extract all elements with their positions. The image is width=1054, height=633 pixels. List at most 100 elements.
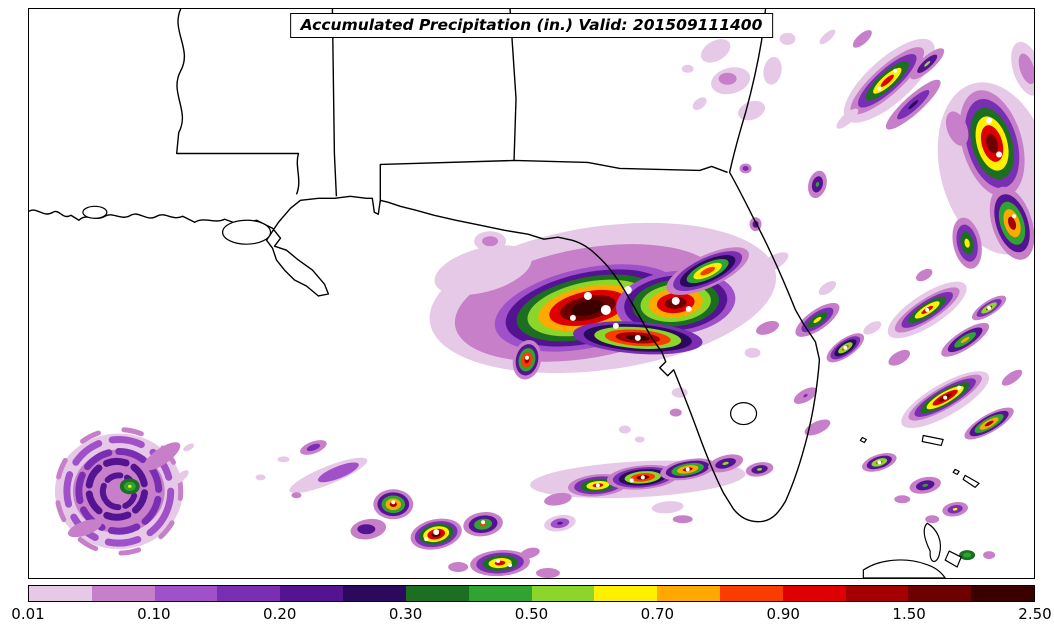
precip-overflow-core xyxy=(893,68,898,73)
precip-cell xyxy=(756,252,789,274)
storm-spiral-band xyxy=(85,457,149,521)
precip-cell xyxy=(618,425,631,434)
precip-cell xyxy=(880,74,894,87)
precip-overflow-core xyxy=(877,460,882,465)
precip-cell xyxy=(291,492,302,499)
colorbar-tick-label: 0.30 xyxy=(388,605,423,623)
precip-cell xyxy=(916,268,933,282)
precip-overflow-core xyxy=(595,483,600,488)
precip-cell xyxy=(434,245,532,295)
precip-overflow-core xyxy=(600,304,611,315)
precip-cell xyxy=(983,551,996,560)
plot-title: Accumulated Precipitation (in.) Valid: 2… xyxy=(289,13,774,38)
precip-cell xyxy=(1001,369,1023,386)
precip-overflow-core xyxy=(612,322,619,329)
precip-overflow-core xyxy=(996,151,1003,158)
precip-cell xyxy=(763,56,782,85)
precip-cell xyxy=(819,29,836,45)
precip-overflow-core xyxy=(1012,214,1017,219)
island-andros xyxy=(923,522,942,562)
island-berry xyxy=(952,468,960,475)
colorbar-tick-label: 2.50 xyxy=(1018,605,1052,623)
precip-cell xyxy=(945,111,969,146)
island-small-bahama xyxy=(944,550,962,568)
map-frame: Accumulated Precipitation (in.) Valid: 2… xyxy=(28,8,1035,579)
precip-cell xyxy=(986,133,998,154)
precip-overflow-core xyxy=(569,314,576,321)
precip-overflow-core xyxy=(987,305,992,310)
precip-cell xyxy=(852,30,872,48)
colorbar-tick-label: 1.50 xyxy=(892,605,926,623)
colorbar-segment-9 xyxy=(594,586,658,601)
storm-spiral-band xyxy=(63,435,175,547)
precip-cell xyxy=(520,547,540,559)
lake-okeechobee xyxy=(730,402,758,426)
colorbar-segment-14 xyxy=(908,586,972,601)
precip-cell xyxy=(634,436,645,443)
precip-cell xyxy=(544,492,572,506)
precip-overflow-core xyxy=(685,467,690,472)
precip-cell xyxy=(757,468,763,471)
precip-cell xyxy=(863,321,882,335)
precip-overflow-core xyxy=(843,345,848,350)
colorbar-segment-12 xyxy=(782,586,846,601)
colorbar-segment-15 xyxy=(971,586,1034,601)
precip-cell xyxy=(672,515,693,524)
precip-cell xyxy=(818,280,837,296)
precip-cell xyxy=(804,419,831,436)
precip-cell xyxy=(738,100,766,121)
precip-cell xyxy=(128,484,132,488)
precip-cell xyxy=(779,32,796,45)
precip-cell xyxy=(700,266,716,276)
fl-north-border xyxy=(379,159,728,203)
colorbar-segment-13 xyxy=(845,586,909,601)
precip-cell xyxy=(671,387,688,398)
precip-cell xyxy=(963,552,972,558)
precip-overflow-core xyxy=(525,355,530,360)
lakes-layer xyxy=(82,205,980,578)
precip-cell xyxy=(357,524,376,535)
precip-overflow-core xyxy=(986,117,993,124)
precip-overflow-core xyxy=(957,385,962,390)
colorbar-segment-0 xyxy=(29,586,92,601)
precip-cell xyxy=(813,316,822,323)
ms-al-border xyxy=(331,9,338,197)
precip-cell xyxy=(744,347,761,358)
precip-cell xyxy=(722,461,729,466)
precip-cell xyxy=(815,181,820,187)
colorbar-segment-6 xyxy=(405,586,469,601)
colorbar-segment-11 xyxy=(719,586,783,601)
precip-overflow-core xyxy=(943,395,948,400)
precip-cell xyxy=(964,238,970,248)
precip-overflow-core xyxy=(629,478,634,483)
precip-cell xyxy=(255,474,266,481)
precip-overflow-core xyxy=(671,296,680,305)
precip-cell xyxy=(681,64,694,73)
colorbar-segment-3 xyxy=(217,586,281,601)
precip-cell xyxy=(692,97,707,111)
precip-cell xyxy=(756,320,779,335)
precip-cell xyxy=(960,336,970,343)
colorbar-tick-label: 0.70 xyxy=(640,605,675,623)
gulf-atlantic-coastline xyxy=(29,9,821,523)
precip-overflow-core xyxy=(391,500,396,505)
colorbar-segment-7 xyxy=(468,586,532,601)
precip-cell xyxy=(651,501,684,514)
al-ga-border xyxy=(509,9,517,161)
geo-layer xyxy=(29,9,821,523)
precip-overflow-core xyxy=(685,305,692,312)
precip-overflow-core xyxy=(424,537,429,542)
precip-overflow-core xyxy=(925,307,930,312)
colorbar-segment-5 xyxy=(343,586,406,601)
precip-cell xyxy=(742,165,749,171)
colorbar-tick-labels: 0.01 0.10 0.20 0.30 0.50 0.70 0.90 1.50 2.50 xyxy=(11,605,1051,627)
island-bimini xyxy=(859,436,867,444)
precip-cell xyxy=(669,408,682,417)
colorbar-tick-label: 0.10 xyxy=(137,605,171,623)
precip-cell xyxy=(924,60,931,67)
precip-overflow-core xyxy=(496,559,501,564)
precip-cell xyxy=(571,300,605,316)
colorbar-tick-label: 0.50 xyxy=(514,605,549,623)
colorbar-tick-label: 0.01 xyxy=(11,605,45,623)
